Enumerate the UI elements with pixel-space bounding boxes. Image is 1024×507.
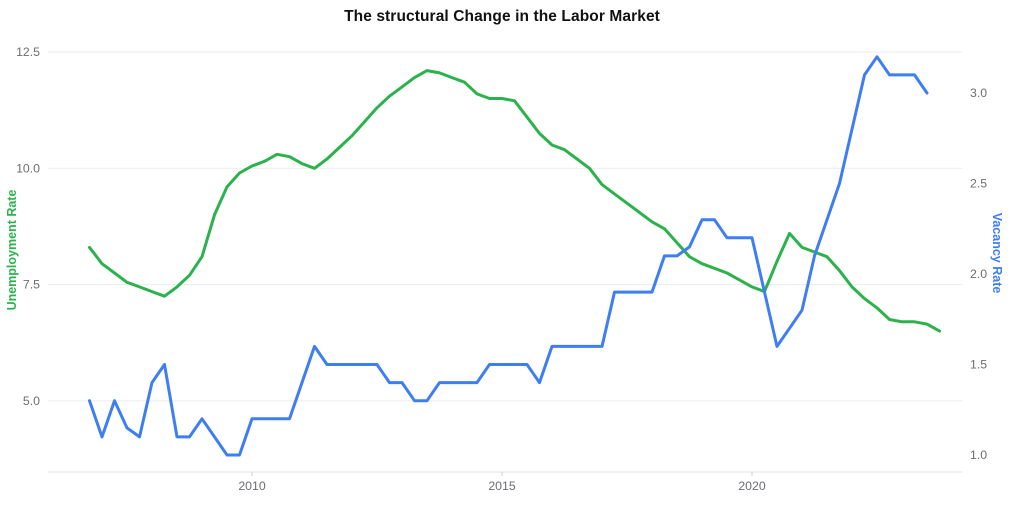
x-axis-tick-label: 2020: [738, 479, 766, 493]
right-axis-tick-label: 2.5: [970, 177, 987, 191]
chart-title: The structural Change in the Labor Marke…: [344, 8, 660, 25]
right-axis-tick-label: 1.5: [970, 358, 987, 372]
x-axis-tick-label: 2010: [238, 479, 266, 493]
x-axis-tick-label: 2015: [488, 479, 516, 493]
vacancy-rate-line: [88, 55, 929, 457]
right-axis-tick-label: 1.0: [970, 448, 987, 462]
left-axis-tick-label: 12.5: [16, 45, 40, 59]
right-axis-tick-label: 3.0: [970, 86, 987, 100]
left-axis-tick-label: 10.0: [16, 161, 40, 175]
left-axis-tick-label: 5.0: [23, 394, 40, 408]
left-axis-tick-label: 7.5: [23, 278, 40, 292]
right-axis-tick-label: 2.0: [970, 267, 987, 281]
unemployment-rate-line: [88, 69, 941, 333]
